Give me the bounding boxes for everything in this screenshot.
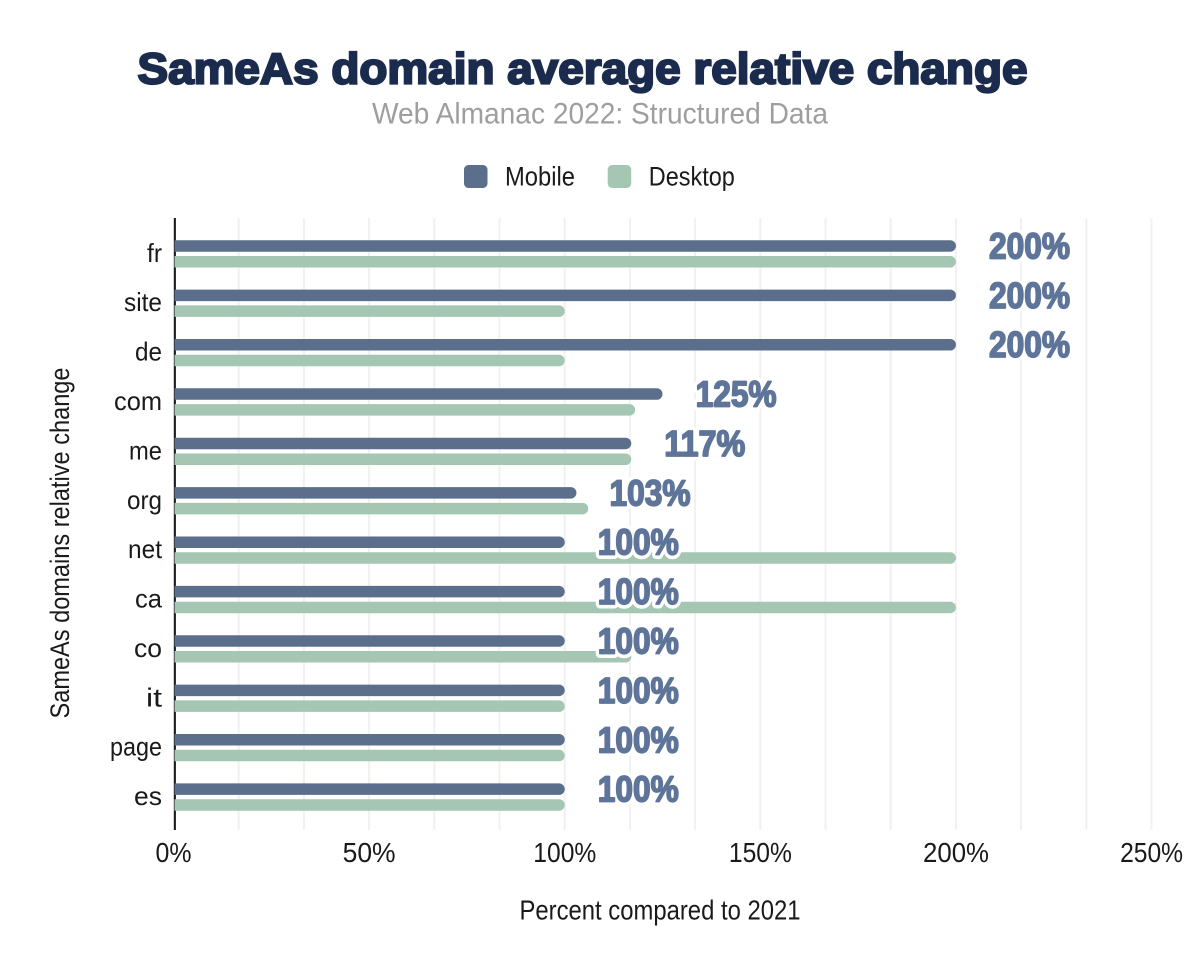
svg-text:117%: 117% <box>664 423 745 464</box>
svg-text:Percent compared to 2021: Percent compared to 2021 <box>520 895 801 926</box>
svg-text:100%: 100% <box>598 719 679 760</box>
svg-text:200%: 200% <box>989 275 1070 316</box>
svg-text:103%: 103% <box>610 472 691 513</box>
svg-text:org: org <box>127 485 162 515</box>
svg-text:de: de <box>135 337 162 367</box>
svg-text:200%: 200% <box>989 324 1070 365</box>
svg-text:com: com <box>114 386 162 416</box>
svg-text:100%: 100% <box>598 769 679 810</box>
svg-text:Web Almanac 2022: Structured D: Web Almanac 2022: Structured Data <box>372 98 828 131</box>
svg-text:200%: 200% <box>923 837 989 868</box>
svg-text:125%: 125% <box>696 374 777 415</box>
svg-text:site: site <box>124 287 162 317</box>
svg-text:100%: 100% <box>598 522 679 563</box>
svg-text:200%: 200% <box>989 225 1070 266</box>
svg-text:100%: 100% <box>533 837 596 868</box>
svg-text:0%: 0% <box>156 837 192 868</box>
svg-text:net: net <box>128 534 163 564</box>
svg-text:it: it <box>146 682 163 712</box>
svg-text:Mobile: Mobile <box>505 162 575 192</box>
svg-text:100%: 100% <box>598 769 679 810</box>
svg-text:me: me <box>129 435 162 465</box>
svg-text:100%: 100% <box>598 571 679 612</box>
svg-text:SameAs domain average relative: SameAs domain average relative change <box>138 45 1028 94</box>
svg-text:co: co <box>134 633 162 663</box>
svg-text:100%: 100% <box>598 621 679 662</box>
svg-text:200%: 200% <box>989 324 1070 365</box>
svg-text:100%: 100% <box>598 719 679 760</box>
svg-text:117%: 117% <box>664 423 745 464</box>
svg-text:SameAs domains relative change: SameAs domains relative change <box>45 368 75 719</box>
svg-text:Desktop: Desktop <box>649 162 735 192</box>
svg-text:page: page <box>110 732 162 762</box>
svg-text:100%: 100% <box>598 522 679 563</box>
svg-text:50%: 50% <box>343 837 396 868</box>
svg-text:103%: 103% <box>610 472 691 513</box>
svg-text:250%: 250% <box>1120 837 1183 868</box>
svg-text:200%: 200% <box>989 225 1070 266</box>
svg-text:100%: 100% <box>598 670 679 711</box>
svg-text:150%: 150% <box>729 837 792 868</box>
svg-text:100%: 100% <box>598 670 679 711</box>
svg-text:ca: ca <box>135 584 163 614</box>
svg-text:125%: 125% <box>696 374 777 415</box>
svg-text:100%: 100% <box>598 621 679 662</box>
svg-text:es: es <box>134 781 162 811</box>
svg-text:100%: 100% <box>598 571 679 612</box>
svg-text:200%: 200% <box>989 275 1070 316</box>
svg-text:fr: fr <box>147 238 162 268</box>
